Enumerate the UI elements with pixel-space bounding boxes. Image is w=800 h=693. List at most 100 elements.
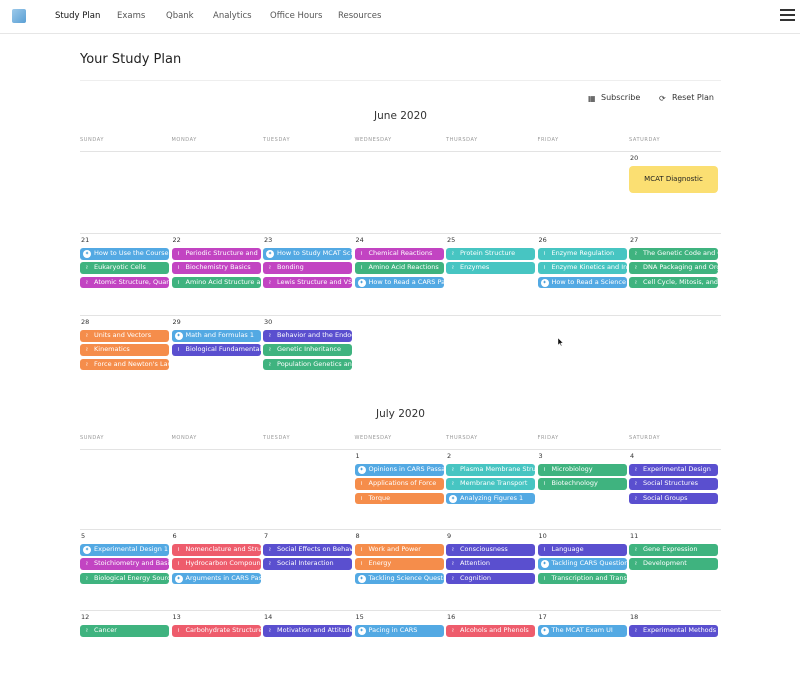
study-event[interactable]: ✦ How to Study MCAT Sci	[263, 248, 352, 260]
day-cell[interactable]: 1 ✦ Opinions in CARS Passa ≀ Applications of…	[354, 450, 447, 532]
study-event[interactable]: ✦ Opinions in CARS Passa	[354, 464, 444, 476]
day-cell[interactable]: 29 ✦ Math and Formulas 1 ≀ Biological Fundam…	[171, 316, 264, 398]
study-event[interactable]: ≀ Language	[537, 544, 627, 556]
study-event[interactable]: ≀ Biotechnology	[537, 478, 627, 490]
nav-qbank[interactable]: Qbank	[166, 11, 194, 21]
study-event[interactable]: ≀ Consciousness	[446, 544, 535, 556]
study-event[interactable]: ≀ Biological Fundamentals	[171, 344, 261, 356]
study-event[interactable]: ≀ Work and Power	[354, 544, 444, 556]
study-event[interactable]: ≀ Population Genetics an	[263, 358, 352, 371]
day-cell[interactable]: 17 ✦ The MCAT Exam UI	[537, 611, 630, 693]
day-cell[interactable]: 7 ≀ Social Effects on Behavi ≀ Social Intera…	[263, 530, 355, 612]
study-event[interactable]: ≀ Stoichiometry and Basic	[80, 558, 169, 570]
day-cell[interactable]: 9 ≀ Consciousness ≀ Attention ≀ Cognition	[446, 530, 538, 612]
day-cell[interactable]: 30 ≀ Behavior and the Endoc ≀ Genetic Inheri…	[263, 316, 355, 398]
study-event[interactable]: ≀ Experimental Design	[629, 464, 718, 476]
study-event[interactable]: ≀ Social Groups	[629, 492, 718, 505]
day-cell[interactable]: 2 ≀ Plasma Membrane Struct ≀ Membrane Transp…	[446, 450, 538, 532]
study-event[interactable]: ≀ Alcohols and Phenols	[446, 625, 535, 637]
study-event[interactable]: ≀ Units and Vectors	[80, 330, 169, 342]
day-cell[interactable]: 8 ≀ Work and Power ≀ Energy ✦ Tackling Science…	[354, 530, 447, 612]
study-event[interactable]: ≀ Enzyme Regulation	[537, 248, 627, 260]
study-event[interactable]: ≀ Nomenclature and Struc	[171, 544, 261, 556]
study-event[interactable]: ≀ Cognition	[446, 572, 535, 585]
study-event[interactable]: ✦ Pacing in CARS	[354, 625, 444, 637]
study-event[interactable]: ≀ Plasma Membrane Struct	[446, 464, 535, 476]
study-event[interactable]: ✦ How to Read a CARS Pa	[354, 276, 444, 289]
study-event[interactable]: ≀ Energy	[354, 558, 444, 570]
study-event[interactable]: ≀ Carbohydrate Structure	[171, 625, 261, 637]
nav-office-hours[interactable]: Office Hours	[270, 11, 323, 21]
day-cell[interactable]: 6 ≀ Nomenclature and Struc ≀ Hydrocarbon Com…	[171, 530, 264, 612]
day-cell[interactable]: 24 ≀ Chemical Reactions ≀ Amino Acid Reactio…	[354, 234, 447, 316]
study-event[interactable]: ≀ Cancer	[80, 625, 169, 637]
study-event[interactable]: ✦ The MCAT Exam UI	[537, 625, 627, 637]
study-event[interactable]: ≀ Atomic Structure, Quantum	[80, 276, 169, 289]
day-cell[interactable]: 10 ≀ Language ✦ Tackling CARS Question ≀ Trans…	[537, 530, 630, 612]
logo-icon[interactable]	[12, 9, 26, 23]
day-cell[interactable]: 21 ✦ How to Use the Course ≀ Eukaryotic Cell…	[80, 234, 172, 316]
study-event[interactable]: ≀ Membrane Transport	[446, 478, 535, 490]
study-event[interactable]: ≀ Force and Newton's Law	[80, 358, 169, 371]
day-cell[interactable]: 23 ✦ How to Study MCAT Sci ≀ Bonding ≀ Lewis S…	[263, 234, 355, 316]
day-cell[interactable]: 11 ≀ Gene Expression ≀ Development	[629, 530, 721, 612]
study-event[interactable]: ≀ Biological Energy Sourc	[80, 572, 169, 585]
day-cell[interactable]: 26 ≀ Enzyme Regulation ≀ Enzyme Kinetics and…	[537, 234, 630, 316]
study-event[interactable]: ≀ Chemical Reactions	[354, 248, 444, 260]
study-event[interactable]: ✦ How to Use the Course	[80, 248, 169, 260]
day-cell[interactable]: 3 ≀ Microbiology ≀ Biotechnology	[537, 450, 630, 532]
study-event[interactable]: ≀ Torque	[354, 492, 444, 505]
study-event[interactable]: ✦ Tackling Science Questi	[354, 572, 444, 585]
study-event[interactable]: ≀ Protein Structure	[446, 248, 535, 260]
study-event[interactable]: ≀ Microbiology	[537, 464, 627, 476]
study-event[interactable]: ✦ Math and Formulas 1	[171, 330, 261, 342]
study-event[interactable]: ≀ Hydrocarbon Compounds	[171, 558, 261, 570]
study-event[interactable]: ≀ Kinematics	[80, 344, 169, 356]
nav-resources[interactable]: Resources	[338, 11, 382, 21]
study-event[interactable]: ≀ Social Interaction	[263, 558, 352, 570]
day-cell[interactable]: 16 ≀ Alcohols and Phenols	[446, 611, 538, 693]
day-cell[interactable]: 27 ≀ The Genetic Code and C ≀ DNA Packaging …	[629, 234, 721, 316]
study-event[interactable]: ≀ Cell Cycle, Mitosis, and	[629, 276, 718, 289]
day-cell[interactable]: 5 ✦ Experimental Design 1 ≀ Stoichiometry an…	[80, 530, 172, 612]
study-event[interactable]: ≀ The Genetic Code and C	[629, 248, 718, 260]
day-cell[interactable]: 14 ≀ Motivation and Attitude	[263, 611, 355, 693]
study-event[interactable]: ≀ Periodic Structure and	[171, 248, 261, 260]
study-event[interactable]: ≀ Enzyme Kinetics and Inhi	[537, 262, 627, 274]
study-event[interactable]: ≀ Transcription and Trans	[537, 572, 627, 585]
reset-plan-button[interactable]: ⟳ Reset Plan	[659, 93, 714, 103]
study-event[interactable]: ≀ Enzymes	[446, 262, 535, 274]
day-cell[interactable]: 18 ≀ Experimental Methods	[629, 611, 721, 693]
day-cell[interactable]: 28 ≀ Units and Vectors ≀ Kinematics ≀ Force an…	[80, 316, 172, 398]
study-event[interactable]: ≀ Amino Acid Reactions	[354, 262, 444, 274]
day-cell[interactable]: 12 ≀ Cancer	[80, 611, 172, 693]
study-event[interactable]: ✦ Tackling CARS Question	[537, 558, 627, 570]
study-event[interactable]: ≀ Eukaryotic Cells	[80, 262, 169, 274]
study-event[interactable]: ≀ Bonding	[263, 262, 352, 274]
subscribe-button[interactable]: ▦ Subscribe	[588, 93, 640, 103]
diagnostic-event[interactable]: MCAT Diagnostic	[629, 166, 718, 193]
day-cell[interactable]: 4 ≀ Experimental Design ≀ Social Structures ≀…	[629, 450, 721, 532]
study-event[interactable]: ≀ Experimental Methods	[629, 625, 718, 637]
study-event[interactable]: ≀ Behavior and the Endoc	[263, 330, 352, 342]
study-event[interactable]: ✦ Analyzing Figures 1	[446, 492, 535, 505]
study-event[interactable]: ≀ Applications of Force	[354, 478, 444, 490]
day-cell[interactable]: 25 ≀ Protein Structure ≀ Enzymes	[446, 234, 538, 316]
study-event[interactable]: ≀ Lewis Structure and VSEPR	[263, 276, 352, 289]
nav-exams[interactable]: Exams	[117, 11, 146, 21]
day-cell[interactable]: 20 MCAT Diagnostic	[629, 152, 721, 234]
day-cell[interactable]: 13 ≀ Carbohydrate Structure	[171, 611, 264, 693]
nav-analytics[interactable]: Analytics	[213, 11, 252, 21]
study-event[interactable]: ≀ Gene Expression	[629, 544, 718, 556]
day-cell[interactable]: 15 ✦ Pacing in CARS	[354, 611, 447, 693]
study-event[interactable]: ≀ Attention	[446, 558, 535, 570]
study-event[interactable]: ✦ Arguments in CARS Pas	[171, 572, 261, 585]
day-cell[interactable]: 22 ≀ Periodic Structure and ≀ Biochemistry B…	[171, 234, 264, 316]
study-event[interactable]: ≀ Biochemistry Basics	[171, 262, 261, 274]
study-event[interactable]: ✦ How to Read a Science	[537, 276, 627, 289]
study-event[interactable]: ≀ DNA Packaging and Org	[629, 262, 718, 274]
study-event[interactable]: ≀ Motivation and Attitude	[263, 625, 352, 637]
study-event[interactable]: ≀ Social Effects on Behavi	[263, 544, 352, 556]
study-event[interactable]: ≀ Development	[629, 558, 718, 570]
study-event[interactable]: ≀ Social Structures	[629, 478, 718, 490]
